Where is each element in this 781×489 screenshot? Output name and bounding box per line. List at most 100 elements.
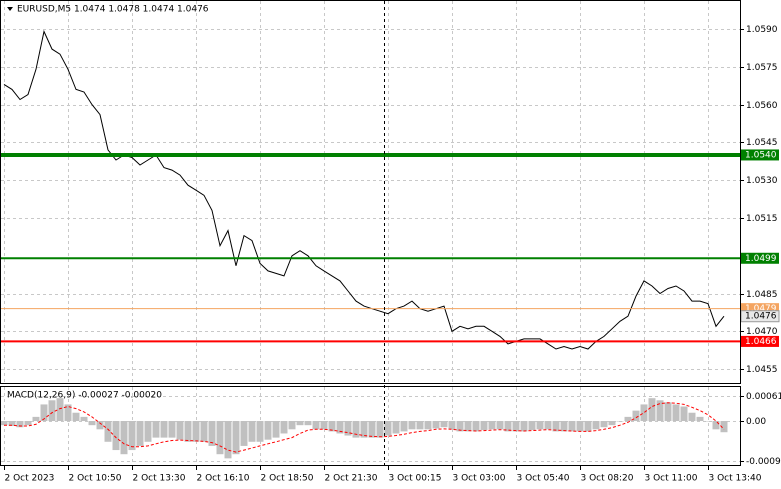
macd-histogram-bar (40, 404, 48, 422)
dropdown-icon[interactable] (7, 7, 13, 11)
macd-histogram-bar (80, 416, 88, 422)
macd-histogram-bar (0, 421, 8, 426)
macd-histogram-bar (64, 404, 72, 422)
y-tick-label: 1.0545 (746, 138, 778, 148)
macd-histogram-bar (320, 421, 328, 430)
macd-histogram-bar (224, 421, 232, 459)
y-tick-label: -0.00097 (746, 457, 781, 467)
macd-histogram-bar (272, 421, 280, 438)
macd-histogram-bar (352, 421, 360, 438)
level-label-box (741, 335, 779, 347)
macd-histogram-bar (704, 421, 712, 422)
macd-histogram-bar (648, 398, 656, 422)
y-tick-label: 1.0575 (746, 63, 778, 73)
macd-histogram-bar (56, 398, 64, 422)
x-tick-label: 3 Oct 05:40 (517, 474, 570, 484)
x-tick-label: 2 Oct 10:50 (69, 474, 122, 484)
macd-histogram-bar (176, 421, 184, 440)
macd-histogram-bar (608, 421, 616, 426)
macd-histogram-bar (464, 421, 472, 432)
macd-histogram-bar (184, 421, 192, 442)
level-label-box (741, 303, 779, 315)
x-tick-label: 2 Oct 2023 (5, 474, 55, 484)
macd-histogram-bar (536, 421, 544, 430)
main-pane-frame (0, 0, 741, 384)
macd-histogram-bar (504, 421, 512, 432)
y-tick-label: 0.00 (746, 417, 766, 427)
x-tick-label: 2 Oct 13:30 (133, 474, 186, 484)
macd-histogram-bar (232, 421, 240, 455)
x-tick-label: 2 Oct 18:50 (261, 474, 314, 484)
macd-histogram-bar (128, 421, 136, 451)
macd-histogram-bar (552, 421, 560, 432)
level-label-box (741, 149, 779, 161)
macd-histogram-bar (312, 421, 320, 430)
macd-histogram-bar (664, 402, 672, 422)
macd-histogram-bar (104, 421, 112, 442)
macd-histogram-bar (440, 421, 448, 428)
macd-histogram-bar (544, 421, 552, 430)
macd-histogram-bar (472, 421, 480, 432)
macd-histogram-bar (328, 421, 336, 432)
macd-histogram-bar (640, 404, 648, 422)
macd-histogram-bar (688, 412, 696, 422)
macd-histogram-bar (512, 421, 520, 432)
macd-histogram-bar (200, 421, 208, 442)
y-tick-label: 1.0485 (746, 290, 778, 300)
macd-histogram-bar (624, 416, 632, 422)
macd-histogram-bar (8, 421, 16, 426)
macd-histogram-bar (432, 421, 440, 429)
macd-histogram-bar (384, 421, 392, 436)
macd-histogram-bar (672, 404, 680, 422)
x-tick-label: 2 Oct 16:10 (197, 474, 250, 484)
macd-histogram-bar (560, 421, 568, 432)
macd-histogram-bar (120, 421, 128, 455)
macd-histogram-bar (456, 421, 464, 432)
x-tick-label: 2 Oct 21:30 (325, 474, 378, 484)
macd-histogram-bar (632, 410, 640, 422)
y-tick-label: 1.0515 (746, 214, 778, 224)
macd-histogram-bar (368, 421, 376, 438)
current-price-label: 1.0476 (745, 312, 777, 322)
macd-histogram-bar (112, 421, 120, 451)
macd-histogram-bar (160, 421, 168, 438)
macd-histogram-bar (72, 412, 80, 422)
macd-histogram-bar (208, 421, 216, 446)
level-label-box (741, 252, 779, 264)
x-tick-label: 3 Oct 03:00 (453, 474, 506, 484)
macd-histogram-bar (192, 421, 200, 442)
macd-histogram-bar (256, 421, 264, 442)
macd-histogram-bar (168, 421, 176, 438)
macd-histogram-bar (32, 416, 40, 422)
macd-histogram-bar (240, 421, 248, 446)
y-tick-label: 1.0530 (746, 176, 778, 186)
macd-histogram-bar (448, 421, 456, 430)
macd-histogram-bar (360, 421, 368, 438)
macd-histogram-bar (408, 421, 416, 430)
macd-histogram-bar (280, 421, 288, 434)
macd-histogram-bar (600, 421, 608, 428)
level-label: 1.0466 (745, 337, 777, 347)
x-tick-label: 3 Oct 13:40 (709, 474, 762, 484)
macd-histogram-bar (392, 421, 400, 434)
macd-header: MACD(12,26,9) -0.00027 -0.00020 (7, 391, 162, 401)
macd-histogram-bar (216, 421, 224, 455)
macd-histogram-bar (264, 421, 272, 440)
macd-histogram-bar (576, 421, 584, 432)
macd-histogram-bar (712, 421, 720, 430)
macd-histogram-bar (696, 416, 704, 422)
macd-histogram-bar (496, 421, 504, 430)
macd-histogram-bar (88, 421, 96, 426)
macd-histogram-bar (288, 421, 296, 430)
macd-histogram-bar (584, 421, 592, 432)
macd-histogram-bar (96, 421, 104, 430)
y-tick-label: 1.0590 (746, 25, 778, 35)
macd-histogram-bar (528, 421, 536, 431)
y-tick-label: 1.0455 (746, 365, 778, 375)
macd-histogram-bar (336, 421, 344, 434)
y-tick-label: 1.0560 (746, 101, 778, 111)
y-tick-label: 1.0470 (746, 327, 778, 337)
